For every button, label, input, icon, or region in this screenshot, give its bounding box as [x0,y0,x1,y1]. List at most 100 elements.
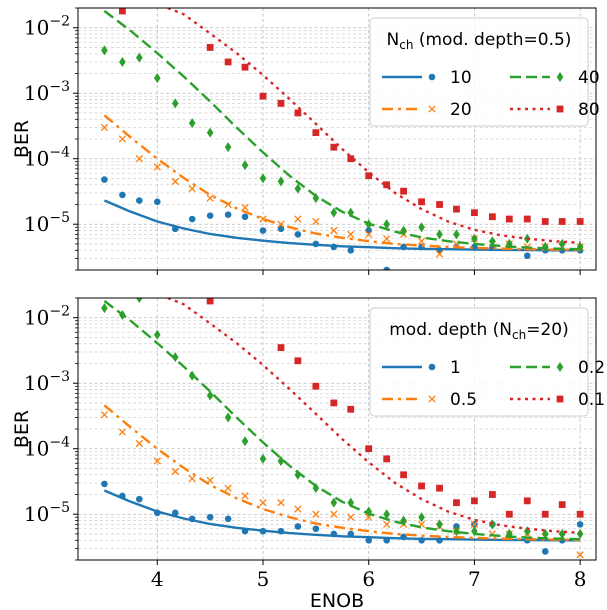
data-point [523,252,531,260]
plot-area [100,8,584,270]
data-point [436,519,443,530]
data-point [136,495,143,503]
data-point [347,513,355,521]
data-point [558,501,566,509]
legend-item: 1 [382,358,461,378]
plot-area [100,298,584,559]
data-point [277,176,285,187]
data-point [453,526,460,537]
data-point [365,445,373,453]
y-axis-label: BER [11,410,33,448]
data-point [171,352,179,363]
series-80 [119,8,584,244]
legend-marker [556,72,564,82]
data-point [576,218,584,225]
data-point [153,73,161,84]
y-tick-label: 10−3 [24,79,70,105]
series-0.5 [100,404,584,559]
data-point [576,551,584,559]
data-point [224,58,232,66]
data-point [576,528,584,539]
data-point [259,215,267,223]
legend-marker [428,363,436,371]
data-point [188,474,196,483]
data-point [383,181,391,189]
data-point [135,439,143,448]
data-point [119,310,126,321]
legend-item: 0.1 [510,390,605,410]
data-point [312,382,320,390]
legend-marker [428,395,436,403]
data-point [347,497,355,508]
legend-marker [556,395,564,403]
data-point [241,160,249,171]
legend-label: 0.1 [578,390,605,410]
data-point [330,243,338,251]
data-point [119,492,126,500]
fit-line [103,10,581,251]
data-point [241,63,249,71]
fit-line [103,199,581,252]
data-point [471,209,478,217]
data-point [330,207,338,218]
data-point [347,530,355,538]
x-axis [156,270,581,275]
data-point [188,215,196,223]
data-point [277,499,285,507]
data-point [541,548,549,555]
data-point [100,123,109,132]
data-point [400,187,407,195]
data-point [294,231,302,238]
data-point [101,480,108,488]
data-point [365,536,373,544]
data-point [294,183,302,194]
data-point [453,229,460,240]
data-point [489,491,496,498]
data-point [506,528,513,539]
data-point [206,390,214,401]
data-point [312,240,320,248]
series-20 [100,114,584,258]
data-point [400,225,407,236]
data-point [330,399,338,407]
data-point [471,526,478,537]
legend-marker [428,73,436,81]
legend-item: 0.2 [510,358,605,378]
data-point [541,510,549,518]
data-point [576,521,584,528]
y-tick-label: 10−5 [24,210,70,236]
x-tick-label: 7 [468,567,481,591]
fit-line [103,114,581,252]
data-point [489,519,496,530]
y-tick-label: 10−2 [24,304,70,330]
fit-line [103,489,581,542]
data-point [418,512,425,523]
data-point [294,357,302,365]
data-point [436,536,443,544]
data-point [400,515,407,526]
y-tick-label: 10−3 [24,369,70,395]
legend-label: 0.5 [450,390,477,410]
data-point [259,227,267,234]
legend-marker [428,105,436,113]
data-point [558,528,566,539]
legend-item: 20 [382,100,472,120]
data-point [294,215,302,223]
data-point [153,329,161,340]
x-axis: 4 5 6 7 8 [151,560,587,591]
data-point [347,207,355,218]
data-point [312,510,320,518]
y-tick-label: 10−4 [24,435,70,461]
legend-item: 80 [510,100,600,120]
data-point [330,497,338,508]
data-point [101,303,108,314]
data-point [206,298,214,305]
x-tick-label: 4 [151,567,164,591]
legend-title: Nch (mod. depth=0.5) [387,30,572,52]
series-0.1 [167,298,584,534]
x-tick-label: 8 [574,567,587,591]
data-point [471,233,478,244]
legend-item: 10 [382,68,472,88]
data-point [347,405,355,413]
data-point [576,241,584,252]
